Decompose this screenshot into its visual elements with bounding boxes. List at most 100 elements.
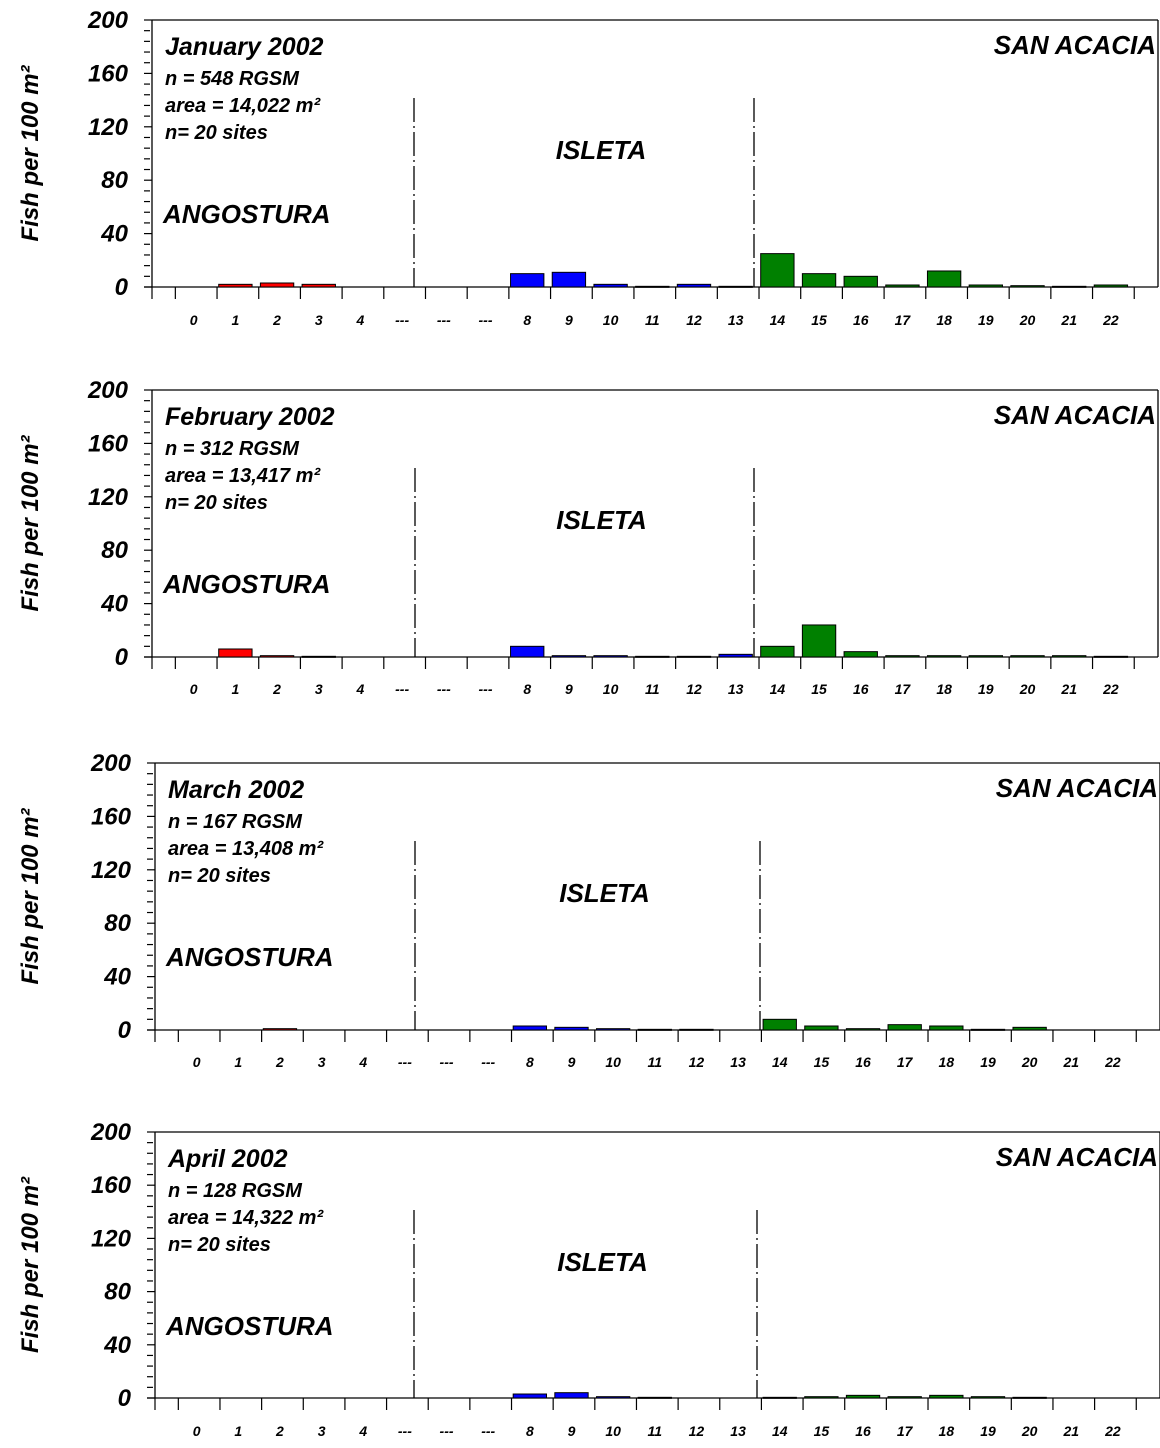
x-tick-label: 22 [1102,681,1119,697]
bar-san_acacia [804,1025,839,1031]
panel-stat-line: area = 14,022 m² [165,95,321,117]
bar-san_acacia [968,284,1003,288]
x-tick-label: 4 [358,1054,367,1070]
x-tick-label: 20 [1021,1054,1038,1070]
y-tick-label: 80 [101,537,128,564]
y-tick-label: 200 [87,377,129,404]
bar-isleta [718,285,753,288]
bar-isleta [718,653,753,658]
bar-isleta [635,285,670,288]
y-tick-label: 40 [103,1332,131,1359]
bar-isleta [637,1396,672,1399]
x-tick-label: 13 [730,1423,746,1439]
bar-isleta [593,655,628,658]
x-tick-label: 2 [272,681,281,697]
x-tick-label: 20 [1019,312,1036,328]
x-tick-label: 1 [234,1423,242,1439]
panel-title: January 2002 [165,33,324,61]
x-tick-label: --- [395,312,409,328]
bar-isleta [551,271,587,288]
x-tick-label: 14 [772,1423,788,1439]
reach-label-isleta: ISLETA [556,135,647,165]
y-tick-label: 80 [101,167,128,194]
bar-angostura [259,655,295,658]
bar-san_acacia [762,1018,797,1031]
x-tick-label: 14 [770,681,786,697]
x-tick-label: 11 [645,681,660,697]
bar-san_acacia [1093,284,1129,288]
x-tick-label: 17 [895,312,912,328]
x-tick-label: 2 [275,1423,284,1439]
x-tick-label: --- [437,681,451,697]
bar-san_acacia [970,1396,1006,1399]
bar-san_acacia [929,1025,964,1031]
panel-stat-line: n= 20 sites [168,865,271,887]
bar-san_acacia [887,1396,922,1399]
bar-san_acacia [887,1024,922,1031]
bar-isleta [676,655,712,658]
x-tick-label: 22 [1104,1423,1121,1439]
bar-isleta [554,1392,589,1399]
bar-isleta [595,1028,631,1031]
reach-label-isleta: ISLETA [556,505,647,535]
x-tick-label: 13 [728,681,744,697]
bar-angostura [301,283,336,288]
bar-san_acacia [804,1396,839,1399]
x-tick-label: 2 [272,312,281,328]
reach-label-angostura: ANGOSTURA [162,569,331,599]
reach-label-isleta: ISLETA [559,878,650,908]
x-tick-label: 4 [356,681,365,697]
bar-san_acacia [801,273,837,288]
panel-title: February 2002 [165,403,335,431]
bar-angostura [301,655,336,658]
x-tick-label: 2 [275,1054,284,1070]
reach-label-san-acacia: SAN ACACIA [996,1142,1158,1172]
x-tick-label: --- [481,1054,495,1070]
x-tick-label: 15 [811,312,827,328]
x-tick-label: 8 [523,681,531,697]
bar-isleta [512,1025,548,1031]
x-tick-label: 11 [648,1054,663,1070]
y-tick-label: 200 [87,7,129,34]
reach-label-isleta: ISLETA [557,1247,648,1277]
x-tick-label: --- [437,312,451,328]
x-tick-label: --- [479,312,493,328]
bar-isleta [635,655,670,658]
reach-label-san-acacia: SAN ACACIA [994,400,1156,430]
y-tick-label: 160 [88,60,129,87]
x-tick-label: 8 [523,312,531,328]
x-tick-label: --- [440,1054,454,1070]
bar-san_acacia [885,284,920,288]
x-tick-label: 10 [605,1423,621,1439]
y-tick-label: 200 [90,1119,132,1146]
bar-san_acacia [926,270,962,288]
x-tick-label: 8 [526,1423,534,1439]
panel-stat-line: area = 13,408 m² [168,838,324,860]
x-tick-label: 21 [1062,1423,1079,1439]
x-tick-label: 18 [939,1054,955,1070]
bar-isleta [551,655,587,658]
x-tick-label: 22 [1102,312,1119,328]
y-tick-label: 160 [88,430,129,457]
x-tick-label: 0 [190,681,198,697]
x-tick-label: 17 [897,1423,914,1439]
bar-isleta [595,1396,631,1399]
x-tick-label: 11 [645,312,660,328]
x-tick-label: 22 [1104,1054,1121,1070]
bar-isleta [679,1028,714,1031]
x-tick-label: 19 [978,681,994,697]
x-tick-label: 19 [980,1054,996,1070]
panel-stat-line: n = 312 RGSM [165,438,300,460]
bar-angostura [262,1028,298,1031]
y-tick-label: 0 [118,1017,132,1044]
x-tick-label: 9 [568,1054,576,1070]
x-tick-label: 8 [526,1054,534,1070]
x-tick-label: 15 [814,1054,830,1070]
x-tick-label: 16 [853,312,869,328]
x-tick-label: 17 [897,1054,914,1070]
x-tick-label: --- [398,1423,412,1439]
y-tick-label: 40 [100,221,128,248]
